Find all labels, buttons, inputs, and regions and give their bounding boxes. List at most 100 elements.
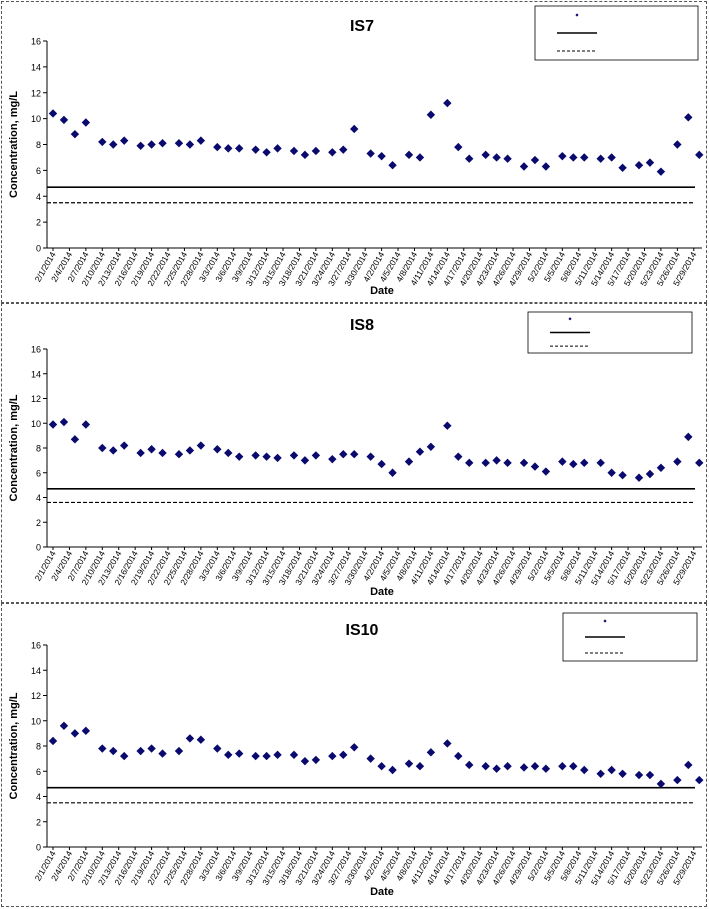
data-point-is7: [328, 148, 337, 157]
data-point-is10: [443, 739, 452, 748]
data-point-is8: [492, 456, 501, 465]
legend-box: [562, 612, 698, 662]
data-point-is8: [645, 469, 655, 479]
data-point-is8: [503, 458, 512, 468]
data-point-is7: [251, 145, 260, 154]
data-point-is7: [59, 115, 69, 125]
data-point-is7: [311, 146, 321, 156]
data-point-is7: [70, 129, 80, 139]
y-tick-label: 4: [36, 192, 41, 202]
data-point-is8: [530, 462, 540, 471]
data-point-is10: [558, 762, 567, 771]
data-point-is7: [541, 162, 551, 171]
data-point-is8: [426, 442, 436, 451]
data-point-is10: [541, 764, 551, 773]
data-point-is8: [454, 452, 463, 461]
data-point-is7: [618, 163, 627, 172]
data-point-is7: [185, 140, 195, 149]
x-axis-label: Date: [370, 586, 394, 598]
data-point-is8: [147, 445, 156, 454]
y-tick-label: 6: [36, 767, 41, 777]
data-point-is10: [109, 746, 118, 756]
y-tick-label: 14: [31, 666, 41, 676]
data-point-is8: [185, 446, 195, 455]
data-point-is10: [465, 760, 474, 770]
y-tick-label: 2: [36, 518, 41, 528]
y-tick-label: 12: [31, 394, 41, 404]
chart-title: IS8: [350, 317, 374, 334]
data-point-is10: [224, 750, 233, 760]
y-tick-label: 14: [31, 62, 41, 72]
data-point-is10: [185, 734, 195, 743]
data-point-is10: [339, 750, 348, 760]
data-point-is10: [251, 751, 260, 761]
legend-marker-symbol: [575, 13, 579, 17]
data-point-is10: [196, 735, 206, 744]
data-point-is8: [684, 432, 693, 442]
y-tick-label: 6: [36, 468, 41, 478]
data-point-is8: [119, 441, 129, 450]
data-point-is8: [196, 441, 206, 450]
y-tick-label: 10: [31, 419, 41, 429]
chart-title: IS7: [350, 18, 374, 35]
data-point-is7: [492, 153, 501, 162]
data-point-is10: [454, 751, 463, 761]
data-point-is10: [492, 764, 501, 773]
y-axis-label: Concentration, mg/L: [8, 394, 20, 501]
data-point-is7: [569, 153, 578, 162]
data-point-is10: [607, 765, 616, 775]
data-point-is10: [415, 762, 425, 771]
data-point-is10: [618, 769, 627, 778]
data-point-is7: [196, 136, 206, 145]
y-tick-label: 16: [31, 345, 41, 355]
data-point-is7: [426, 110, 436, 119]
data-point-is8: [519, 458, 529, 468]
data-point-is10: [366, 754, 375, 763]
data-point-is8: [328, 454, 337, 464]
data-point-is8: [311, 451, 321, 460]
data-point-is7: [656, 167, 666, 176]
y-tick-label: 12: [31, 691, 41, 701]
data-point-is7: [519, 162, 529, 171]
data-point-is7: [596, 154, 605, 163]
y-tick-label: 10: [31, 716, 41, 726]
data-point-is8: [580, 458, 589, 468]
data-point-is7: [98, 137, 107, 147]
data-point-is8: [81, 420, 91, 429]
data-point-is8: [48, 420, 58, 429]
data-point-is10: [673, 775, 682, 785]
y-tick-label: 8: [36, 742, 41, 752]
data-point-is8: [158, 448, 167, 458]
data-point-is7: [366, 149, 375, 158]
data-point-is8: [377, 459, 386, 469]
data-point-is7: [695, 150, 704, 160]
data-point-is8: [262, 452, 271, 461]
data-point-is10: [59, 721, 69, 730]
chart-panel-is8: IS8 Concentration, mg/L 0 2 4 6 8 10 12 14 16 2/1/2…: [1, 303, 707, 603]
y-tick-label: 2: [36, 218, 41, 228]
data-point-is8: [224, 448, 233, 458]
data-point-is8: [300, 456, 310, 465]
data-point-is7: [558, 151, 567, 161]
data-point-is10: [262, 751, 271, 761]
data-point-is8: [289, 451, 299, 460]
data-point-is8: [443, 421, 452, 430]
chart-panel-is10: IS10 Concentration, mg/L 0 2 4 6 8 10 12 14 16 2/1/…: [1, 603, 707, 907]
y-tick-label: 8: [36, 444, 41, 454]
data-point-is10: [503, 762, 512, 771]
data-point-is8: [235, 452, 244, 461]
data-point-is10: [289, 750, 299, 760]
x-axis-label: Date: [370, 886, 394, 898]
data-point-is10: [328, 751, 337, 761]
data-point-is7: [465, 154, 474, 163]
data-point-is7: [147, 140, 156, 149]
data-point-is8: [481, 458, 490, 468]
data-point-is8: [558, 457, 567, 466]
data-point-is8: [70, 435, 80, 444]
data-point-is7: [645, 158, 655, 167]
data-point-is10: [81, 726, 91, 736]
data-point-is7: [48, 109, 58, 118]
data-point-is10: [684, 760, 693, 770]
